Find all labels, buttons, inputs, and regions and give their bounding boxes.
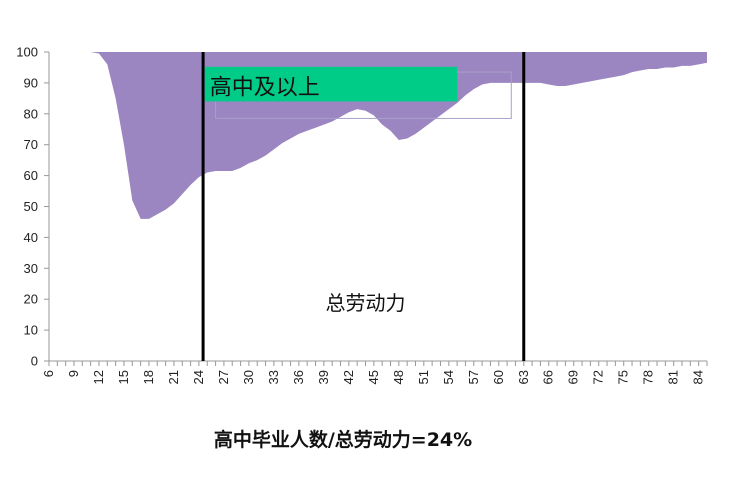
x-tick-label: 54 — [441, 370, 456, 384]
y-tick-label: 70 — [24, 137, 38, 152]
x-tick-label: 51 — [416, 370, 431, 384]
y-tick-label: 40 — [24, 230, 38, 245]
y-tick-label: 30 — [24, 261, 38, 276]
x-tick-label: 81 — [666, 370, 681, 384]
x-tick-label: 18 — [141, 370, 156, 384]
y-tick-label: 60 — [24, 168, 38, 183]
label-box — [204, 66, 458, 102]
x-tick-label: 30 — [241, 370, 256, 384]
x-tick-label: 24 — [191, 370, 206, 384]
x-tick-label: 78 — [641, 370, 656, 384]
x-tick-label: 12 — [91, 370, 106, 384]
x-tick-label: 72 — [591, 370, 606, 384]
y-tick-label: 90 — [24, 75, 38, 90]
x-tick-label: 27 — [216, 370, 231, 384]
y-tick-label: 10 — [24, 323, 38, 338]
x-tick-label: 48 — [391, 370, 406, 384]
x-tick-label: 84 — [691, 370, 706, 384]
x-tick-label: 66 — [541, 370, 556, 384]
x-tick-label: 21 — [166, 370, 181, 384]
x-tick-label: 6 — [41, 370, 56, 377]
caption: 高中毕业人数/总劳动力=24% — [214, 428, 472, 451]
x-tick-label: 15 — [116, 370, 131, 384]
annotations: 高中及以上 总劳动力 高中毕业人数/总劳动力=24% — [204, 66, 512, 451]
y-tick-label: 0 — [31, 354, 38, 369]
x-tick-label: 9 — [66, 370, 81, 377]
x-tick-label: 42 — [341, 370, 356, 384]
x-tick-label: 75 — [616, 370, 631, 384]
x-tick-label: 69 — [566, 370, 581, 384]
vertical-lines — [201, 52, 526, 361]
y-tick-label: 100 — [16, 45, 38, 60]
y-tick-label: 50 — [24, 199, 38, 214]
y-tick-label: 80 — [24, 106, 38, 121]
y-tick-label: 20 — [24, 292, 38, 307]
center-label: 总劳动力 — [326, 291, 406, 315]
x-tick-label: 60 — [491, 370, 506, 384]
x-tick-label: 63 — [516, 370, 531, 384]
label-box-text: 高中及以上 — [210, 76, 320, 101]
x-tick-label: 36 — [291, 370, 306, 384]
x-tick-label: 39 — [316, 370, 331, 384]
x-tick-label: 57 — [466, 370, 481, 384]
x-tick-label: 33 — [266, 370, 281, 384]
x-tick-label: 45 — [366, 370, 381, 384]
